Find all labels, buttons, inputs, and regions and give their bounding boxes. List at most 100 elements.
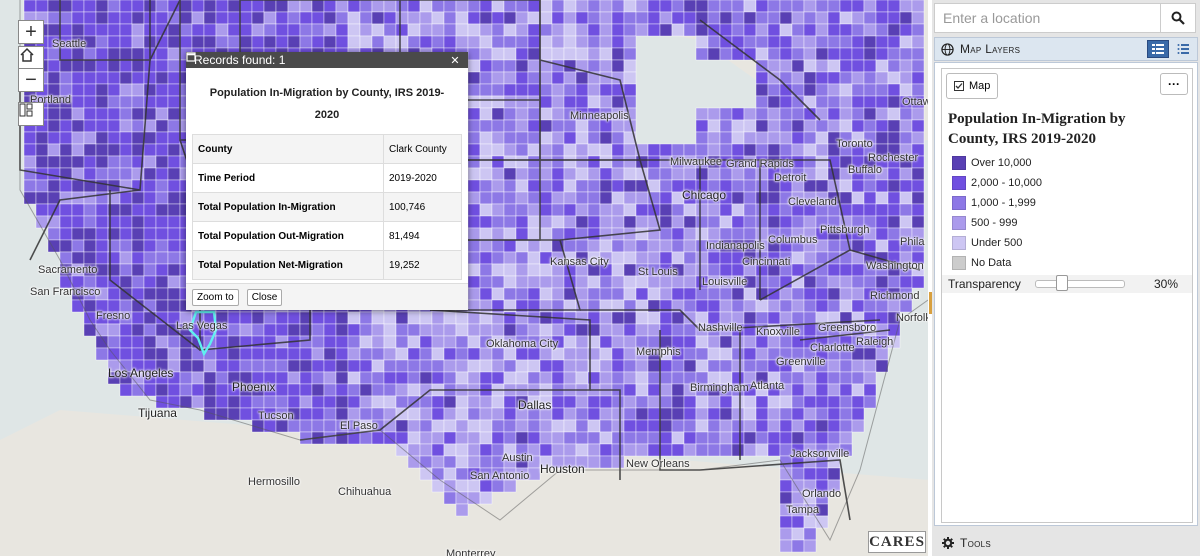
county-cell[interactable] bbox=[767, 407, 781, 421]
county-cell[interactable] bbox=[911, 191, 925, 205]
county-cell[interactable] bbox=[455, 503, 469, 517]
county-cell[interactable] bbox=[467, 191, 481, 205]
county-cell[interactable] bbox=[815, 143, 829, 157]
county-cell[interactable] bbox=[827, 359, 841, 373]
county-cell[interactable] bbox=[143, 167, 157, 181]
county-cell[interactable] bbox=[575, 371, 589, 385]
county-cell[interactable] bbox=[851, 59, 865, 73]
county-cell[interactable] bbox=[635, 359, 649, 373]
county-cell[interactable] bbox=[311, 11, 325, 25]
county-cell[interactable] bbox=[143, 239, 157, 253]
county-cell[interactable] bbox=[563, 371, 577, 385]
county-cell[interactable] bbox=[527, 215, 541, 229]
county-cell[interactable] bbox=[299, 11, 313, 25]
county-cell[interactable] bbox=[875, 239, 889, 253]
county-cell[interactable] bbox=[599, 227, 613, 241]
county-cell[interactable] bbox=[467, 143, 481, 157]
county-cell[interactable] bbox=[767, 107, 781, 121]
county-cell[interactable] bbox=[479, 59, 493, 73]
county-cell[interactable] bbox=[167, 107, 181, 121]
county-cell[interactable] bbox=[263, 11, 277, 25]
county-cell[interactable] bbox=[755, 203, 769, 217]
county-cell[interactable] bbox=[623, 383, 637, 397]
county-cell[interactable] bbox=[527, 71, 541, 85]
county-cell[interactable] bbox=[35, 143, 49, 157]
county-cell[interactable] bbox=[251, 347, 265, 361]
county-cell[interactable] bbox=[563, 155, 577, 169]
county-cell[interactable] bbox=[695, 443, 709, 457]
county-cell[interactable] bbox=[635, 383, 649, 397]
county-cell[interactable] bbox=[467, 323, 481, 337]
county-cell[interactable] bbox=[899, 11, 913, 25]
county-cell[interactable] bbox=[323, 323, 337, 337]
county-cell[interactable] bbox=[419, 323, 433, 337]
county-cell[interactable] bbox=[455, 0, 469, 13]
county-cell[interactable] bbox=[155, 299, 169, 313]
county-cell[interactable] bbox=[611, 143, 625, 157]
county-cell[interactable] bbox=[491, 239, 505, 253]
county-cell[interactable] bbox=[191, 35, 205, 49]
county-cell[interactable] bbox=[707, 287, 721, 301]
county-cell[interactable] bbox=[587, 0, 601, 13]
county-cell[interactable] bbox=[431, 431, 445, 445]
county-cell[interactable] bbox=[695, 251, 709, 265]
county-cell[interactable] bbox=[863, 35, 877, 49]
county-cell[interactable] bbox=[755, 227, 769, 241]
county-cell[interactable] bbox=[899, 107, 913, 121]
county-cell[interactable] bbox=[587, 95, 601, 109]
county-cell[interactable] bbox=[683, 347, 697, 361]
county-cell[interactable] bbox=[707, 35, 721, 49]
county-cell[interactable] bbox=[407, 11, 421, 25]
county-cell[interactable] bbox=[743, 395, 757, 409]
county-cell[interactable] bbox=[611, 371, 625, 385]
county-cell[interactable] bbox=[527, 263, 541, 277]
county-cell[interactable] bbox=[47, 11, 61, 25]
county-cell[interactable] bbox=[911, 23, 925, 37]
county-cell[interactable] bbox=[83, 143, 97, 157]
county-cell[interactable] bbox=[335, 407, 349, 421]
county-cell[interactable] bbox=[527, 95, 541, 109]
county-cell[interactable] bbox=[875, 71, 889, 85]
county-cell[interactable] bbox=[551, 395, 565, 409]
county-cell[interactable] bbox=[623, 359, 637, 373]
county-cell[interactable] bbox=[479, 119, 493, 133]
county-cell[interactable] bbox=[467, 239, 481, 253]
county-cell[interactable] bbox=[515, 311, 529, 325]
county-cell[interactable] bbox=[827, 83, 841, 97]
county-cell[interactable] bbox=[599, 179, 613, 193]
county-cell[interactable] bbox=[119, 11, 133, 25]
county-cell[interactable] bbox=[131, 191, 145, 205]
county-cell[interactable] bbox=[203, 0, 217, 13]
county-cell[interactable] bbox=[491, 227, 505, 241]
county-cell[interactable] bbox=[107, 47, 121, 61]
county-cell[interactable] bbox=[167, 179, 181, 193]
county-cell[interactable] bbox=[431, 11, 445, 25]
county-cell[interactable] bbox=[623, 215, 637, 229]
county-cell[interactable] bbox=[887, 203, 901, 217]
county-cell[interactable] bbox=[563, 419, 577, 433]
county-cell[interactable] bbox=[575, 203, 589, 217]
county-cell[interactable] bbox=[335, 347, 349, 361]
county-cell[interactable] bbox=[311, 335, 325, 349]
county-cell[interactable] bbox=[479, 203, 493, 217]
county-cell[interactable] bbox=[551, 23, 565, 37]
county-cell[interactable] bbox=[515, 239, 529, 253]
county-cell[interactable] bbox=[623, 395, 637, 409]
county-cell[interactable] bbox=[443, 467, 457, 481]
county-cell[interactable] bbox=[395, 347, 409, 361]
county-cell[interactable] bbox=[539, 155, 553, 169]
county-cell[interactable] bbox=[167, 335, 181, 349]
county-cell[interactable] bbox=[335, 311, 349, 325]
county-cell[interactable] bbox=[131, 251, 145, 265]
county-cell[interactable] bbox=[899, 203, 913, 217]
county-cell[interactable] bbox=[503, 263, 517, 277]
county-cell[interactable] bbox=[515, 143, 529, 157]
county-cell[interactable] bbox=[755, 407, 769, 421]
county-cell[interactable] bbox=[131, 215, 145, 229]
map-layers-header[interactable]: Map Layers bbox=[934, 37, 1198, 61]
county-cell[interactable] bbox=[155, 47, 169, 61]
county-cell[interactable] bbox=[671, 215, 685, 229]
county-cell[interactable] bbox=[671, 167, 685, 181]
county-cell[interactable] bbox=[683, 263, 697, 277]
county-cell[interactable] bbox=[791, 263, 805, 277]
